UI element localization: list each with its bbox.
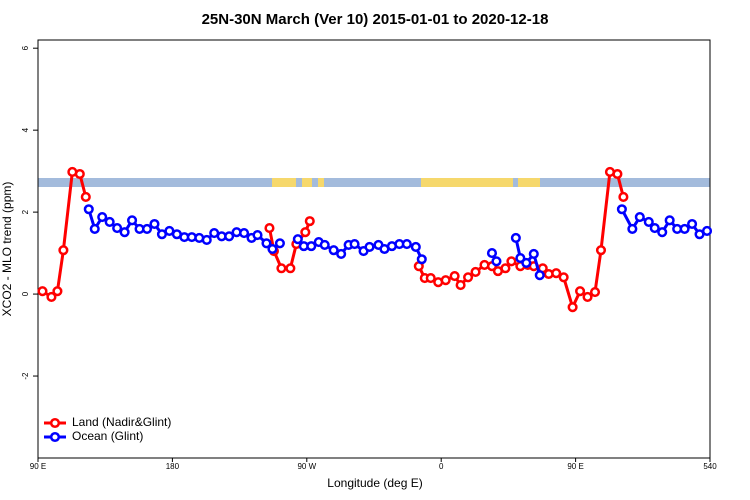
point: [127, 215, 138, 226]
point: [463, 272, 474, 283]
point: [589, 286, 601, 298]
point: [486, 248, 498, 259]
legend: Land (Nadir&Glint)Ocean (Glint): [44, 415, 171, 443]
point: [491, 256, 502, 267]
x-axis-label: Longitude (deg E): [327, 476, 422, 490]
point: [264, 223, 275, 234]
point: [449, 270, 460, 282]
point: [470, 266, 481, 277]
point: [558, 272, 569, 283]
point: [679, 223, 690, 234]
point: [440, 275, 451, 286]
point: [425, 273, 436, 284]
point: [261, 238, 272, 249]
point: [328, 245, 339, 256]
point: [274, 238, 285, 249]
point: [595, 245, 607, 256]
point: [634, 211, 645, 223]
point: [416, 254, 427, 265]
point: [306, 241, 317, 252]
point: [46, 291, 57, 302]
point: [534, 270, 545, 281]
legend-marker: [49, 431, 61, 443]
y-tick-label: 4: [21, 127, 30, 132]
land-ocean-strip: [38, 178, 710, 187]
point: [551, 268, 562, 279]
legend-marker: [49, 417, 61, 429]
legend-label: Ocean (Glint): [72, 429, 143, 443]
point: [364, 241, 375, 253]
point: [701, 225, 713, 237]
point: [80, 191, 91, 203]
series-line: [41, 170, 625, 312]
point: [224, 231, 235, 242]
point: [74, 168, 85, 180]
y-axis-label: XCO2 - MLO trend (ppm): [0, 182, 14, 317]
x-tick-label: 540: [703, 462, 717, 471]
point: [528, 248, 539, 259]
y-tick-label: 6: [21, 45, 30, 50]
x-tick-label: 180: [166, 462, 180, 471]
point: [149, 218, 160, 230]
point: [521, 257, 532, 268]
x-tick-label: 0: [439, 462, 444, 471]
point: [401, 239, 412, 250]
point: [643, 216, 654, 228]
point: [276, 263, 287, 274]
y-tick-label: 2: [21, 209, 30, 214]
y-tick-label: 0: [21, 291, 30, 296]
point: [515, 252, 526, 264]
point: [119, 227, 130, 238]
point: [292, 234, 303, 245]
point: [319, 239, 330, 250]
point: [410, 241, 421, 253]
point: [239, 227, 250, 239]
point: [252, 230, 263, 241]
point: [500, 263, 511, 274]
point: [657, 227, 668, 238]
point: [612, 168, 623, 180]
point: [455, 280, 466, 291]
point: [304, 216, 315, 227]
chart-title: 25N-30N March (Ver 10) 2015-01-01 to 202…: [202, 11, 549, 28]
point: [567, 302, 578, 313]
point: [300, 227, 311, 238]
point: [104, 216, 115, 228]
x-tick-label: 90 E: [567, 462, 583, 471]
point: [285, 263, 296, 274]
plot-frame: [37, 39, 711, 459]
point: [627, 223, 638, 234]
point: [37, 286, 48, 297]
point: [349, 239, 360, 250]
point: [616, 204, 627, 215]
y-tick-label: -2: [21, 372, 30, 380]
x-tick-label: 90 W: [297, 462, 316, 471]
point: [336, 248, 347, 259]
point: [89, 223, 100, 234]
point: [582, 291, 593, 302]
point: [141, 223, 153, 234]
point: [52, 286, 63, 297]
point: [618, 191, 629, 203]
point: [687, 218, 698, 230]
point: [58, 245, 69, 256]
point: [112, 223, 123, 234]
point: [575, 286, 586, 297]
point: [97, 211, 108, 223]
point: [510, 232, 521, 243]
point: [83, 204, 94, 215]
point: [267, 243, 278, 255]
x-tick-label: 90 E: [30, 462, 46, 471]
point: [649, 223, 660, 234]
legend-label: Land (Nadir&Glint): [72, 415, 171, 429]
point: [506, 256, 517, 267]
point: [201, 234, 212, 246]
point: [664, 215, 675, 226]
